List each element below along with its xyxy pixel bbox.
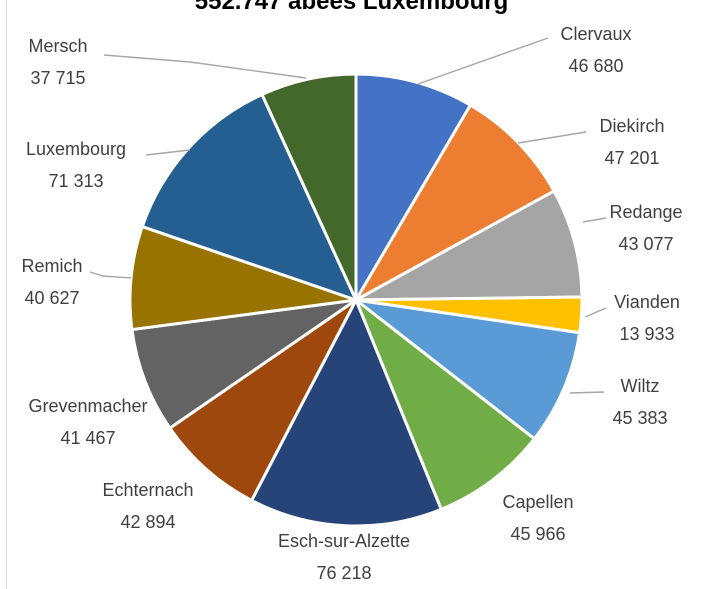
leader-line-luxembourg (145, 149, 191, 156)
slice-name-mersch: Mersch (28, 36, 87, 56)
leader-line-clervaux (417, 37, 549, 85)
slice-name-remich: Remich (21, 256, 82, 276)
pie-slice-redange (354, 189, 584, 302)
pie-slice-clervaux (354, 72, 472, 302)
slice-value-wiltz: 45 383 (612, 408, 667, 428)
slice-name-echternach: Echternach (102, 480, 193, 500)
slice-name-esch-sur-alzette: Esch-sur-Alzette (278, 531, 410, 551)
pie-slice-capellen (354, 298, 536, 511)
slice-value-mersch: 37 715 (30, 68, 85, 88)
leader-lines (89, 37, 607, 394)
slice-value-grevenmacher: 41 467 (60, 428, 115, 448)
slice-value-vianden: 13 933 (619, 324, 674, 344)
slice-name-clervaux: Clervaux (560, 24, 631, 44)
slice-name-grevenmacher: Grevenmacher (28, 396, 147, 416)
pie-slice-echternach (168, 298, 358, 502)
slice-value-redange: 43 077 (618, 234, 673, 254)
slice-value-remich: 40 627 (24, 288, 79, 308)
slice-name-vianden: Vianden (614, 292, 680, 312)
slice-labels: Clervaux 46 680 Diekirch 47 201 Redange 43 07… (21, 24, 682, 583)
leader-line-wiltz (569, 391, 605, 394)
slice-name-diekirch: Diekirch (599, 116, 664, 136)
slice-name-wiltz: Wiltz (621, 376, 660, 396)
pie-slice-remich (128, 225, 358, 332)
pie-slices (128, 72, 584, 528)
slice-value-luxembourg: 71 313 (48, 171, 103, 191)
chart-title: 552.747 ábees Luxembourg (194, 0, 509, 15)
pie-slice-wiltz (354, 298, 582, 441)
pie-slice-luxembourg (140, 92, 358, 302)
leader-line-redange (582, 217, 607, 223)
slice-name-redange: Redange (609, 202, 682, 222)
slice-value-diekirch: 47 201 (604, 148, 659, 168)
leader-line-vianden (584, 307, 607, 318)
slice-value-esch-sur-alzette: 76 218 (316, 563, 371, 583)
slice-value-clervaux: 46 680 (568, 56, 623, 76)
pie-slice-esch-sur-alzette (250, 298, 443, 528)
leader-line-diekirch (517, 131, 587, 144)
slice-name-capellen: Capellen (502, 492, 573, 512)
pie-slice-mersch (260, 72, 358, 302)
chart-frame (6, 0, 703, 589)
leader-line-mersch (103, 54, 307, 79)
pie-slice-grevenmacher (130, 298, 358, 430)
leader-line-remich (89, 271, 132, 279)
slice-value-echternach: 42 894 (120, 512, 175, 532)
slice-name-luxembourg: Luxembourg (26, 139, 126, 159)
slice-value-capellen: 45 966 (510, 524, 565, 544)
